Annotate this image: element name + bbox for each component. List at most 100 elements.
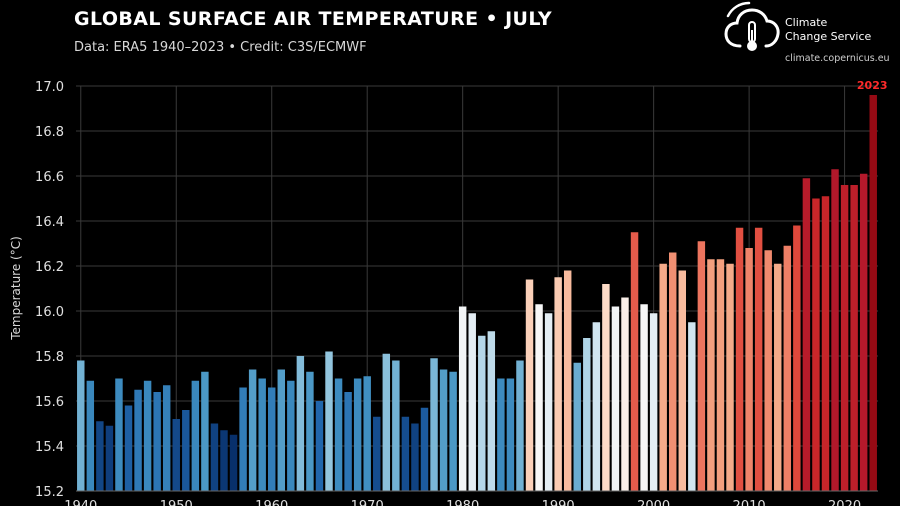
bar-1942 — [96, 421, 104, 491]
bar-2015 — [793, 225, 801, 491]
bar-1965 — [315, 401, 324, 491]
bar-2023 — [869, 95, 877, 491]
highlight-year-label: 2023 — [857, 79, 888, 92]
bar-1959 — [258, 378, 266, 491]
bar-1993 — [583, 338, 591, 491]
bar-1940 — [77, 360, 85, 491]
chart-title: GLOBAL SURFACE AIR TEMPERATURE • JULY — [74, 8, 553, 30]
x-tick-label: 2010 — [733, 499, 766, 506]
x-tick-label: 1950 — [160, 499, 193, 506]
chart-subtitle: Data: ERA5 1940–2023 • Credit: C3S/ECMWF — [74, 40, 367, 55]
bar-1973 — [392, 360, 400, 491]
bar-1986 — [516, 360, 524, 491]
bar-1947 — [143, 380, 152, 491]
bar-1945 — [124, 405, 133, 491]
y-tick-label: 15.4 — [35, 440, 64, 455]
x-tick-label: 1960 — [255, 499, 288, 506]
bar-1975 — [411, 423, 419, 491]
bar-2003 — [678, 270, 686, 491]
bar-1978 — [439, 369, 448, 491]
bar-1988 — [535, 304, 543, 491]
bar-1989 — [544, 313, 553, 491]
bar-1992 — [573, 362, 581, 491]
y-axis-label: Temperature (°C) — [9, 236, 23, 341]
y-tick-label: 16.8 — [35, 125, 64, 140]
bar-1963 — [296, 356, 305, 491]
bar-1994 — [592, 322, 601, 491]
bar-1960 — [268, 387, 276, 491]
bar-1953 — [201, 371, 209, 491]
bar-1951 — [182, 410, 190, 491]
bar-1950 — [172, 419, 180, 491]
bar-1997 — [621, 297, 629, 491]
bar-1955 — [220, 430, 228, 491]
logo-name-line2: Change Service — [785, 30, 872, 43]
bar-2005 — [697, 241, 706, 491]
bar-2018 — [821, 196, 830, 491]
bar-2021 — [850, 185, 858, 491]
bar-1991 — [563, 270, 572, 491]
bar-2010 — [745, 248, 753, 491]
bar-1957 — [239, 387, 247, 491]
y-tick-label: 16.6 — [35, 170, 64, 185]
x-tick-label: 2000 — [637, 499, 670, 506]
y-tick-label: 15.2 — [35, 485, 64, 500]
y-tick-label: 16.2 — [35, 260, 64, 275]
bar-1984 — [497, 378, 505, 491]
bar-1943 — [105, 425, 114, 491]
bar-2008 — [726, 263, 734, 491]
bar-2007 — [716, 259, 725, 491]
bar-2009 — [735, 227, 744, 491]
cloud-thermometer-icon — [724, 1, 780, 51]
bars — [77, 95, 877, 491]
bar-1966 — [325, 351, 333, 491]
bar-1999 — [640, 304, 648, 491]
bar-1946 — [134, 389, 142, 491]
logo-name: Climate Change Service — [785, 16, 895, 44]
bar-1990 — [554, 277, 562, 491]
bar-1967 — [334, 378, 343, 491]
y-tick-label: 16.0 — [35, 305, 64, 320]
bar-1968 — [344, 392, 352, 491]
logo-name-line1: Climate — [785, 16, 828, 29]
bar-1976 — [420, 407, 429, 491]
bar-2011 — [754, 227, 763, 491]
logo-url: climate.copernicus.eu — [785, 53, 890, 64]
bar-1941 — [86, 380, 95, 491]
bar-1980 — [458, 306, 467, 491]
bar-2000 — [649, 313, 658, 491]
bar-2002 — [669, 252, 677, 491]
bar-1969 — [353, 378, 362, 491]
bar-2019 — [831, 169, 839, 491]
bar-2013 — [774, 263, 782, 491]
bar-1958 — [248, 369, 257, 491]
bar-1971 — [373, 416, 381, 491]
x-tick-label: 1970 — [351, 499, 384, 506]
bar-2001 — [659, 263, 667, 491]
bar-1998 — [630, 232, 639, 491]
axes: 15.2 15.4 15.6 15.8 16.0 16.2 16.4 16.6 16.8 17.0… — [35, 80, 878, 506]
bar-2022 — [859, 173, 868, 491]
x-tick-label: 1990 — [542, 499, 575, 506]
bar-1985 — [506, 378, 515, 491]
bar-1949 — [162, 385, 171, 491]
x-tick-label: 1940 — [64, 499, 97, 506]
bar-1972 — [382, 353, 391, 491]
bar-2012 — [764, 250, 772, 491]
bar-1961 — [277, 369, 285, 491]
x-tick-label: 1980 — [446, 499, 479, 506]
bar-2020 — [840, 185, 849, 491]
x-tick-label: 2020 — [828, 499, 861, 506]
bar-1981 — [468, 313, 476, 491]
bar-1970 — [363, 376, 371, 491]
bar-2004 — [688, 322, 696, 491]
y-tick-label: 16.4 — [35, 215, 64, 230]
bar-1987 — [525, 279, 534, 491]
y-tick-label: 15.8 — [35, 350, 64, 365]
bar-1979 — [449, 371, 457, 491]
bar-2014 — [783, 245, 792, 491]
bar-1952 — [191, 380, 200, 491]
bar-2006 — [707, 259, 715, 491]
bar-1995 — [602, 284, 610, 491]
